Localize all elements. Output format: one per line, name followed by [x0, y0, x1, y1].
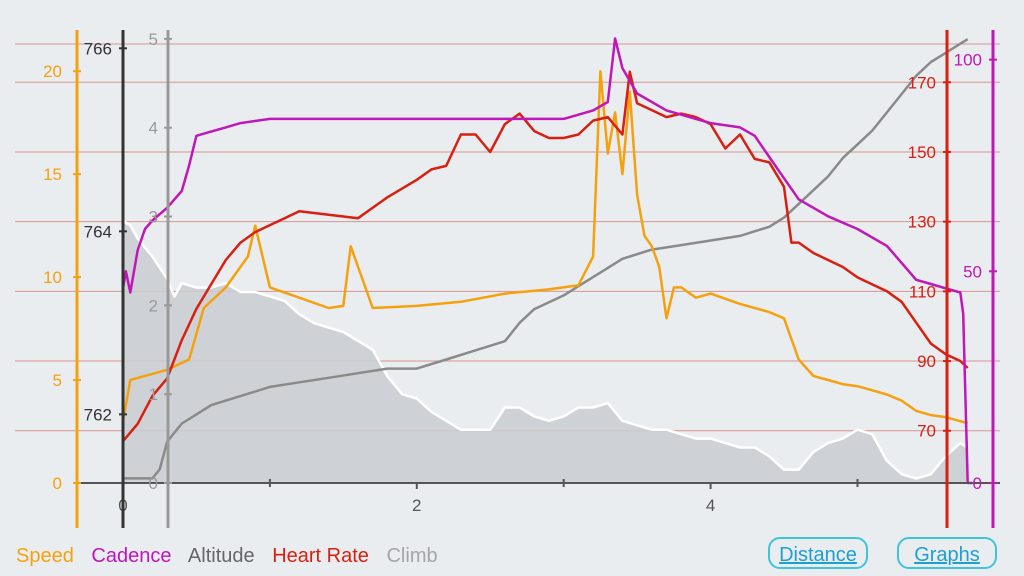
legend-altitude: Altitude	[187, 545, 255, 567]
heart-rate-axis-tick-label-5: 170	[908, 73, 936, 92]
legend-cadence: Cadence	[91, 545, 172, 567]
heart-rate-axis-tick-label-2: 110	[909, 282, 936, 301]
legend-heart-rate: Heart Rate	[272, 545, 369, 567]
climb-series	[122, 219, 969, 483]
legend-speed: Speed	[16, 545, 74, 567]
altitude-axis-tick-label-2: 766	[84, 39, 112, 58]
axes: 0 2 4 0 5 10 15 20 762 764 766 0 1 2 3 4 5 70 90 110 130 150 1…	[43, 30, 1000, 528]
legend: Speed Cadence Altitude Heart Rate Climb	[16, 545, 450, 568]
climb-axis-tick-label-4: 4	[149, 119, 158, 138]
graphs-button[interactable]: Graphs	[897, 537, 997, 569]
cadence-line	[121, 37, 973, 485]
x-tick-label-1: 2	[412, 496, 421, 515]
climb-area	[123, 221, 968, 483]
distance-button[interactable]: Distance	[768, 537, 868, 569]
heart-rate-axis-tick-label-1: 90	[917, 352, 936, 371]
speed-axis-tick-label-0: 0	[53, 474, 62, 493]
series-lines	[121, 37, 973, 485]
climb-axis-tick-label-2: 2	[149, 296, 158, 315]
heart-rate-line	[122, 70, 969, 443]
x-tick-label-2: 4	[706, 496, 715, 515]
speed-axis-tick-label-2: 10	[43, 268, 62, 287]
climb-line	[122, 219, 969, 480]
legend-climb: Climb	[386, 545, 438, 567]
speed-axis-tick-label-3: 15	[43, 165, 62, 184]
altitude-axis-tick-label-1: 764	[84, 222, 112, 241]
altitude-axis-tick-label-0: 762	[84, 405, 112, 424]
heart-rate-axis-tick-label-0: 70	[917, 422, 936, 441]
climb-axis-tick-label-3: 3	[149, 208, 158, 227]
speed-axis-tick-label-1: 5	[53, 371, 62, 390]
altitude-line	[123, 38, 969, 480]
heart-rate-axis-tick-label-4: 150	[908, 143, 936, 162]
climb-axis-tick-label-1: 1	[149, 385, 158, 404]
cadence-axis-tick-label-1: 50	[963, 262, 982, 281]
cadence-axis-tick-label-2: 100	[954, 51, 982, 70]
climb-axis-tick-label-5: 5	[149, 30, 158, 49]
climb-axis-tick-label-0: 0	[149, 474, 158, 493]
cadence-axis-tick-label-0: 0	[973, 474, 982, 493]
heart-rate-axis-tick-label-3: 130	[908, 213, 936, 232]
speed-axis-tick-label-4: 20	[43, 62, 62, 81]
speed-line	[121, 69, 969, 425]
